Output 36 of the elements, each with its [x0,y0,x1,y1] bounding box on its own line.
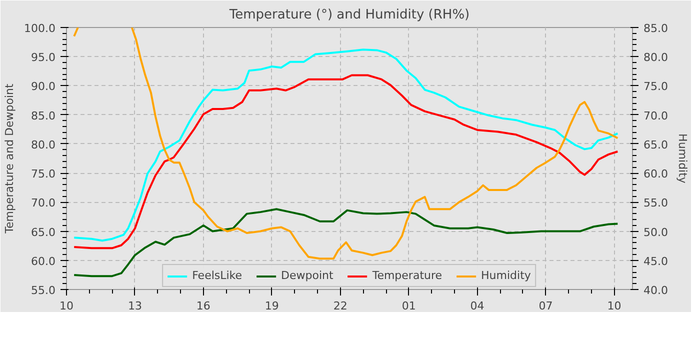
x-tick-label: 22 [333,300,348,312]
x-tick-label: 13 [128,300,142,312]
x-tick-label: 10 [60,300,74,312]
y2-tick-label: 40.0 [644,284,668,297]
y2-tick-label: 75.0 [644,80,668,94]
y-tick-label: 75.0 [31,168,56,181]
y2-tick-label: 55.0 [644,196,668,210]
legend-label: Humidity [481,269,531,282]
y2-tick-label: 50.0 [644,226,668,239]
y-tick-label: 65.0 [31,226,56,239]
x-tick-label: 16 [196,300,210,312]
y-tick-label: 80.0 [31,138,56,152]
x-tick-label: 07 [538,300,553,312]
y2-tick-label: 45.0 [644,254,668,268]
y-tick-label: 85.0 [31,109,56,122]
y-tick-label: 100.0 [24,22,56,35]
y2-axis-title: Humidity [676,134,689,184]
legend-label: FeelsLike [192,269,242,282]
chart-title: Temperature (°) and Humidity (RH%) [228,8,470,22]
legend-label: Temperature [372,269,442,282]
y2-tick-label: 80.0 [644,51,668,64]
x-tick-label: 01 [402,300,416,312]
y2-tick-label: 60.0 [644,168,668,181]
y2-tick-label: 65.0 [644,138,668,152]
x-tick-label: 04 [470,300,484,312]
y2-tick-label: 70.0 [644,109,668,122]
y-tick-label: 60.0 [31,254,56,268]
x-tick-label: 10 [607,300,622,312]
y-axis-title: Temperature and Dewpoint [3,82,16,234]
y-tick-label: 95.0 [31,51,56,64]
y-tick-label: 70.0 [31,196,56,210]
x-tick-label: 19 [264,300,279,312]
y-tick-label: 90.0 [31,80,56,94]
y-tick-label: 55.0 [31,284,56,297]
y2-tick-label: 85.0 [644,22,668,35]
legend-label: Dewpoint [281,269,334,282]
